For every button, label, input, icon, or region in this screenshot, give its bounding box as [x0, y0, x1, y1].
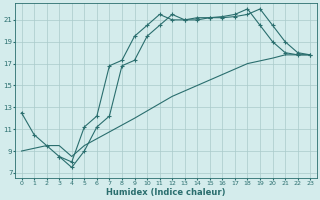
X-axis label: Humidex (Indice chaleur): Humidex (Indice chaleur): [106, 188, 226, 197]
